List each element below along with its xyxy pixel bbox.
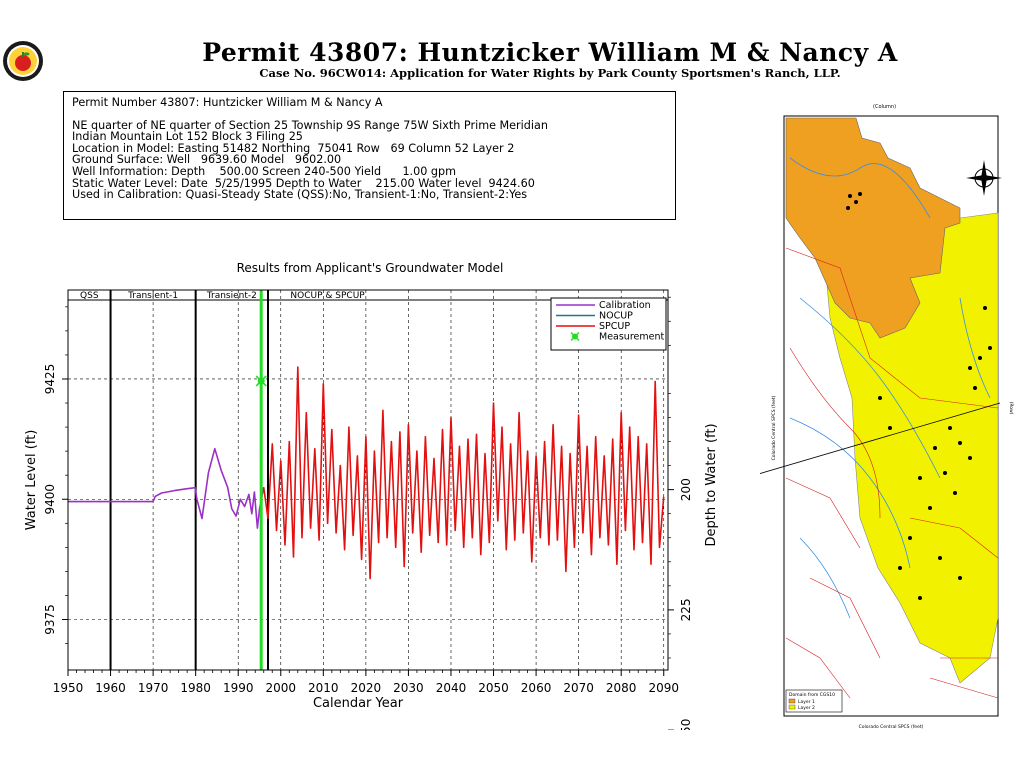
- y2-tick-label: 250: [679, 719, 693, 730]
- y2-axis-label: Depth to Water (ft): [704, 423, 719, 546]
- map-bottom-label: Colorado Central SPCS (feet): [859, 724, 924, 730]
- info-line-model-location: Location in Model: Easting 51482 Northin…: [72, 141, 515, 155]
- x-tick-label: 1950: [53, 681, 84, 695]
- x-tick-label: 2020: [351, 681, 382, 695]
- x-tick-label: 1990: [223, 681, 254, 695]
- measurement-point: [255, 375, 267, 387]
- y-tick-label: 9375: [43, 604, 57, 635]
- y-tick-label: 9425: [43, 364, 57, 395]
- y-tick-label: 9400: [43, 484, 57, 515]
- x-tick-label: 2050: [478, 681, 509, 695]
- map-leader-line: [760, 402, 1001, 474]
- x-tick-label: 2030: [393, 681, 424, 695]
- period-label: QSS: [80, 291, 99, 301]
- period-layer: QSS Transient-1 Transient-2 NOCUP & SPCUP: [68, 290, 668, 670]
- map-well-markers: [846, 192, 992, 600]
- legend-label-nocup: NOCUP: [599, 311, 633, 322]
- map-legend: Domain from CGS10 Layer 1 Layer 2: [785, 689, 843, 713]
- map-left-label: Colorado Central SPCS (feet): [771, 395, 777, 460]
- model-domain-map: (Column) Colorado Central SPCS (feet) (R…: [760, 104, 1014, 730]
- legend-box: [550, 297, 667, 351]
- legend-marker-measurement: [570, 332, 580, 341]
- info-line-ground-surface: Ground Surface: Well 9639.60 Model 9602.…: [72, 153, 342, 167]
- y2-tick-label: 225: [679, 598, 693, 621]
- series-line-calibration: [68, 447, 265, 529]
- legend-measurement-cross: [570, 332, 580, 341]
- map-legend-title: Domain from CGS10: [789, 692, 835, 698]
- info-line-calibration: Used in Calibration: Quasi-Steady State …: [72, 188, 528, 202]
- y-axis-label: Water Level (ft): [24, 430, 39, 531]
- map-roads: [785, 247, 999, 699]
- legend-label-calibration: Calibration: [599, 300, 651, 311]
- x-tick-label: 2010: [308, 681, 339, 695]
- period-label: NOCUP & SPCUP: [290, 291, 365, 301]
- measurement-cross: [255, 375, 267, 387]
- x-tick-label: 2060: [521, 681, 552, 695]
- water-level-chart: QSS Transient-1 Transient-2 NOCUP & SPCUP 1…: [24, 289, 719, 730]
- info-line-location: NE quarter of NE quarter of Section 25 T…: [72, 118, 548, 132]
- x-tick-label: 1970: [138, 681, 169, 695]
- permit-info-box: Permit Number 43807: Huntzicker William …: [63, 91, 676, 220]
- map-layer1-region: [785, 117, 961, 339]
- period-label: Transient-2: [206, 291, 257, 301]
- x-tick-label: 2070: [563, 681, 594, 695]
- info-line-static-water: Static Water Level: Date 5/25/1995 Depth…: [72, 176, 535, 190]
- map-river: [789, 157, 991, 619]
- legend-label-spcup: SPCUP: [599, 321, 630, 332]
- chart-title: Results from Applicant's Groundwater Mod…: [236, 261, 504, 275]
- page-title: Permit 43807: Huntzicker William M & Nan…: [202, 38, 898, 67]
- map-legend-layer1: Layer 1: [798, 699, 815, 705]
- period-label: Transient-1: [127, 291, 178, 301]
- map-right-label: (Row): [1008, 402, 1014, 415]
- x-tick-label: 1980: [180, 681, 211, 695]
- y2-tick-label: 200: [679, 478, 693, 501]
- north-arrow-icon: [966, 160, 1002, 196]
- info-line-lot: Indian Mountain Lot 152 Block 3 Filing 2…: [72, 130, 303, 144]
- axis-layer: 1950 1960 1970 1980 1990 2000 2010 2020 2030 2040…: [24, 289, 719, 730]
- info-line-well-info: Well Information: Depth 500.00 Screen 24…: [72, 164, 457, 178]
- legend-label-measurement: Measurement: [599, 332, 664, 343]
- map-legend-layer2: Layer 2: [798, 705, 815, 711]
- x-tick-label: 2080: [606, 681, 637, 695]
- page-subtitle: Case No. 96CW014: Application for Water …: [259, 66, 841, 80]
- x-tick-label: 2040: [436, 681, 467, 695]
- x-axis-label: Calendar Year: [313, 696, 404, 711]
- seal-logo-icon: [3, 41, 43, 81]
- x-tick-label: 2000: [265, 681, 296, 695]
- series-line-spcup: [262, 366, 665, 580]
- plot-frame: [67, 289, 669, 671]
- x-tick-label: 2090: [648, 681, 679, 695]
- series-layer: [68, 290, 665, 670]
- info-line-permit: Permit Number 43807: Huntzicker William …: [72, 96, 383, 109]
- map-top-label: (Column): [873, 104, 896, 110]
- x-tick-label: 1960: [95, 681, 126, 695]
